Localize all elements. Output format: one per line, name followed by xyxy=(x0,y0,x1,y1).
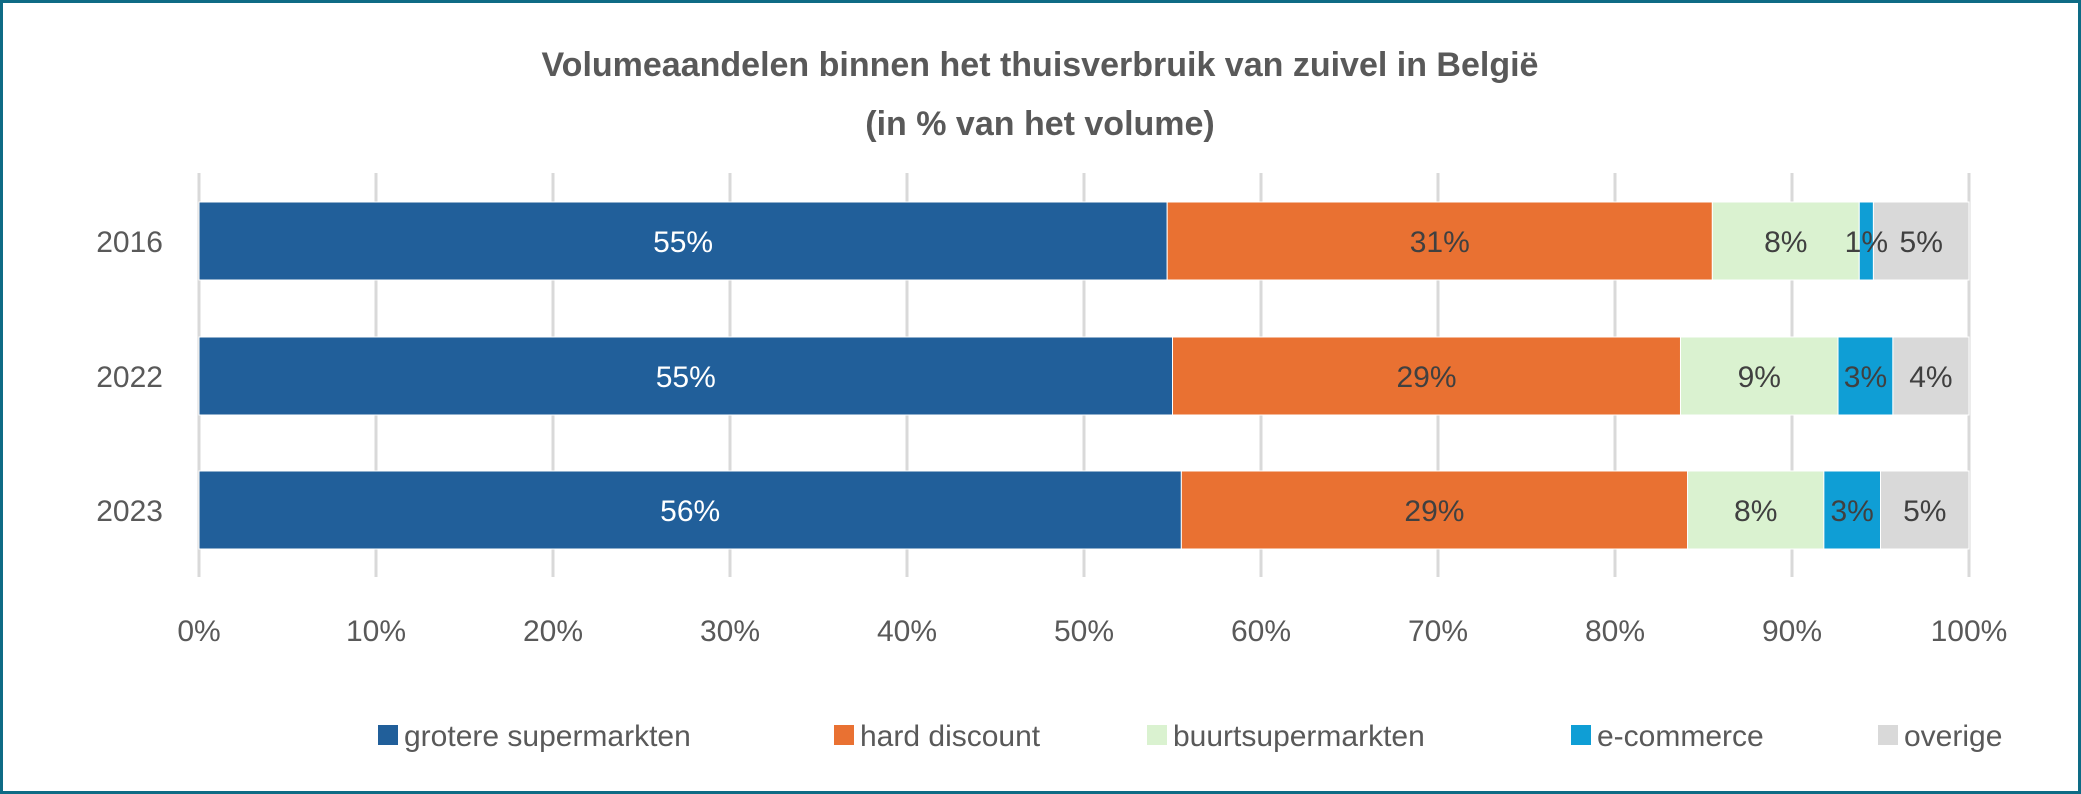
bar-segment xyxy=(198,201,1168,281)
x-tick-label: 30% xyxy=(700,615,760,648)
data-label: 3% xyxy=(1844,361,1887,394)
bar-segment xyxy=(1837,336,1894,416)
data-label: 4% xyxy=(1909,361,1952,394)
data-label: 1% xyxy=(1845,226,1888,259)
legend-swatch xyxy=(378,725,398,745)
bar-segment xyxy=(1872,201,1970,281)
legend-label: buurtsupermarkten xyxy=(1173,720,1425,753)
x-tick-label: 60% xyxy=(1231,615,1291,648)
chart-title: Volumeaandelen binnen het thuisverbruik … xyxy=(542,46,1539,84)
legend-swatch xyxy=(1147,725,1167,745)
bar-segment xyxy=(1892,336,1970,416)
category-label: 2023 xyxy=(96,495,163,528)
legend-label: grotere supermarkten xyxy=(404,720,691,753)
x-tick-label: 90% xyxy=(1762,615,1822,648)
data-label: 55% xyxy=(656,361,716,394)
x-tick-label: 0% xyxy=(177,615,220,648)
bar-segment xyxy=(1679,336,1839,416)
x-tick-label: 40% xyxy=(877,615,937,648)
data-label: 9% xyxy=(1738,361,1781,394)
chart-subtitle: (in % van het volume) xyxy=(865,105,1215,143)
data-label: 29% xyxy=(1404,495,1464,528)
bar-segment xyxy=(1180,470,1689,550)
x-tick-label: 100% xyxy=(1931,615,2008,648)
data-label: 56% xyxy=(660,495,720,528)
x-tick-label: 50% xyxy=(1054,615,1114,648)
bar-segment xyxy=(1687,470,1825,550)
data-label: 3% xyxy=(1831,495,1874,528)
legend-swatch xyxy=(1571,725,1591,745)
category-label: 2016 xyxy=(96,226,163,259)
legend-label: overige xyxy=(1904,720,2002,753)
bar-segment xyxy=(198,470,1182,550)
x-tick-label: 70% xyxy=(1408,615,1468,648)
bar-segment xyxy=(1823,470,1881,550)
bar-segment xyxy=(1711,201,1860,281)
data-label: 31% xyxy=(1410,226,1470,259)
bar-segment xyxy=(1166,201,1713,281)
data-label: 5% xyxy=(1900,226,1943,259)
x-tick-label: 20% xyxy=(523,615,583,648)
data-label: 5% xyxy=(1903,495,1946,528)
bar-segment xyxy=(198,336,1173,416)
data-label: 8% xyxy=(1764,226,1807,259)
bar-segment xyxy=(1880,470,1970,550)
legend-label: hard discount xyxy=(860,720,1041,753)
legend-swatch xyxy=(834,725,854,745)
legend-swatch xyxy=(1878,725,1898,745)
x-tick-label: 80% xyxy=(1585,615,1645,648)
x-tick-label: 10% xyxy=(346,615,406,648)
data-label: 8% xyxy=(1734,495,1777,528)
legend-label: e-commerce xyxy=(1597,720,1764,753)
bar-segment xyxy=(1172,336,1681,416)
data-label: 55% xyxy=(653,226,713,259)
category-label: 2022 xyxy=(96,361,163,394)
data-label: 29% xyxy=(1396,361,1456,394)
